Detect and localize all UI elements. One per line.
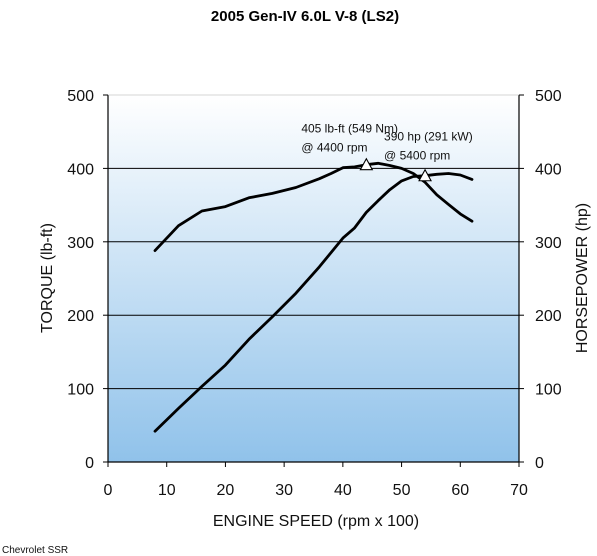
plot-area — [108, 95, 519, 462]
x-tick-label: 70 — [510, 482, 528, 499]
y-right-tick-label: 500 — [535, 88, 562, 105]
annotations: 405 lb-ft (549 Nm) @ 4400 rpm 390 hp (291 … — [301, 122, 473, 182]
y-left-tick-label: 400 — [67, 161, 94, 178]
x-tick-label: 30 — [275, 482, 293, 499]
y-right-tick-label: 300 — [535, 235, 562, 252]
y-axis-left-label: TORQUE (lb-ft) — [39, 223, 56, 333]
x-axis-label: ENGINE SPEED (rpm x 100) — [213, 513, 419, 530]
x-tick-label: 20 — [217, 482, 235, 499]
y-right-tick-label: 100 — [535, 382, 562, 399]
y-left-tick-label: 300 — [67, 235, 94, 252]
peak-marker — [418, 168, 432, 182]
y-right-tick-label: 400 — [535, 161, 562, 178]
x-tick-label: 10 — [158, 482, 176, 499]
annotation-text: 390 hp (291 kW) — [384, 130, 473, 144]
grid — [108, 167, 519, 390]
x-axis: 0 10 20 30 40 50 60 70 — [104, 462, 528, 499]
x-tick-label: 60 — [451, 482, 469, 499]
chart-title: 2005 Gen-IV 6.0L V-8 (LS2) — [211, 8, 399, 25]
peak-marker — [359, 157, 374, 171]
series-line-0 — [153, 161, 474, 253]
series-lines — [153, 161, 474, 433]
y-right-tick-label: 200 — [535, 308, 562, 325]
x-tick-label: 0 — [104, 482, 113, 499]
x-tick-label: 50 — [393, 482, 411, 499]
annotation-text: @ 5400 rpm — [384, 149, 450, 163]
y-axis-right: 0 100 200 300 400 500 — [519, 88, 562, 472]
y-left-tick-label: 100 — [67, 382, 94, 399]
y-left-tick-label: 200 — [67, 308, 94, 325]
series-line-1 — [153, 172, 474, 433]
plot-border — [107, 94, 520, 463]
y-axis-left: 0 100 200 300 400 500 — [67, 88, 108, 472]
annotation-text: @ 4400 rpm — [301, 141, 367, 155]
annotation-text: 405 lb-ft (549 Nm) — [301, 122, 398, 136]
credit-text: Chevrolet SSR — [2, 545, 68, 556]
y-right-tick-label: 0 — [535, 455, 544, 472]
y-left-tick-label: 0 — [85, 455, 94, 472]
y-axis-right-label: HORSEPOWER (hp) — [574, 203, 591, 353]
x-tick-label: 40 — [334, 482, 352, 499]
y-left-tick-label: 500 — [67, 88, 94, 105]
